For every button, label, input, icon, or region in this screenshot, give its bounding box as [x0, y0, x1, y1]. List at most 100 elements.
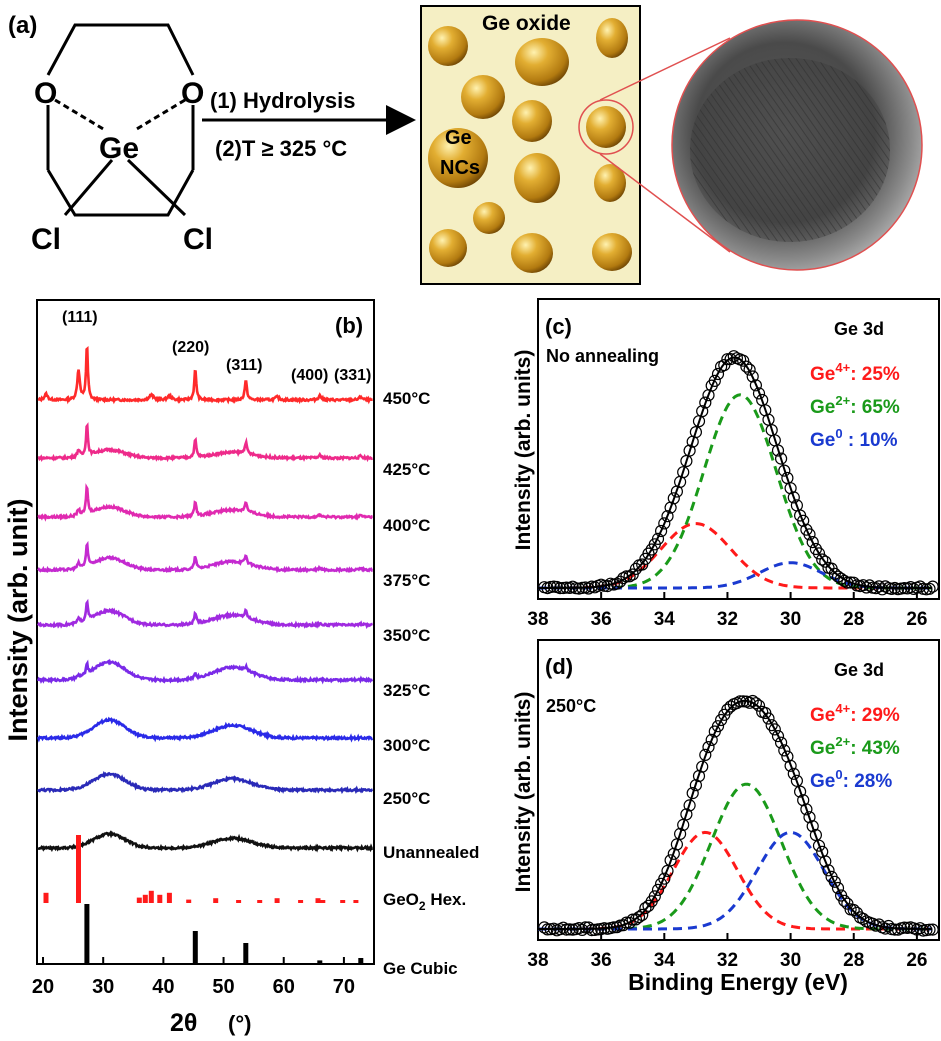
xps-data-point	[746, 694, 759, 708]
xrd-trace-line	[37, 830, 374, 853]
x-tick-label: 38	[527, 950, 548, 971]
xps-data-point	[658, 872, 671, 885]
xps-data-point	[923, 582, 936, 595]
panel-d-condition: 250°C	[546, 696, 596, 716]
nanocrystal-sphere	[592, 233, 632, 271]
xps-data-point	[800, 803, 813, 816]
panel-d-title: Ge 3d	[834, 660, 884, 680]
xps-data-point	[699, 748, 712, 762]
xps-data-point	[680, 808, 693, 821]
legend-ge2: Ge2+: 43%	[810, 734, 900, 759]
xps-data-point	[673, 827, 687, 841]
xps-data-point	[797, 514, 810, 527]
nanocrystal-sphere	[596, 18, 628, 58]
xps-data-point	[876, 583, 889, 596]
xps-data-point	[812, 839, 826, 852]
xps-data-point	[926, 580, 939, 593]
nanocrystal-sphere	[473, 202, 505, 234]
ge-ref-label: Ge Cubic	[383, 959, 458, 978]
xps-data-point	[831, 570, 845, 583]
reaction-step-1: (1) Hydrolysis	[210, 88, 356, 113]
geo2-reference-bar	[148, 890, 154, 903]
xps-data-point	[771, 729, 785, 743]
x-tick-label: 70	[333, 976, 355, 998]
legend-ge4: Ge4+: 25%	[810, 360, 900, 385]
panel-d-x-ticks: 38 36 34 32 30 28 26	[527, 933, 927, 971]
xps-data-point	[806, 820, 819, 833]
top-ring-bond	[46, 23, 195, 76]
geo2-reference-bar	[315, 898, 321, 903]
tem-image	[671, 19, 923, 271]
atom-o-left: O	[34, 77, 57, 110]
xps-data-point	[541, 923, 554, 936]
xps-data-point	[699, 396, 712, 409]
molecule-atoms: O O Ge Cl Cl	[31, 77, 213, 256]
xps-data-point	[639, 901, 652, 915]
ge-reference-bar	[358, 958, 364, 964]
geo2-reference-bar	[213, 898, 219, 903]
panel-d-xlabel: Binding Energy (eV)	[628, 969, 848, 995]
panel-d-legend: Ge4+: 29% Ge2+: 43% Ge0: 28%	[810, 701, 900, 792]
geo2-reference-bar	[236, 900, 242, 903]
geo2-reference-bar	[257, 900, 263, 903]
xps-data-point	[838, 894, 851, 907]
xrd-trace-line	[37, 540, 373, 574]
xrd-trace-line	[36, 658, 374, 685]
xps-data-point	[629, 562, 643, 576]
xps-data-point	[828, 875, 841, 888]
x-tick-label: 30	[780, 609, 801, 630]
xps-data-point	[749, 697, 763, 710]
component-fit-curve	[538, 393, 933, 590]
xps-data-point	[629, 913, 643, 926]
geo2-reference-bar	[43, 892, 49, 903]
component-fit-curve	[538, 522, 933, 590]
nanocrystal-sphere	[429, 229, 467, 267]
ge-reference-bar	[84, 904, 90, 964]
trace-label: Unannealed	[383, 843, 479, 862]
xps-data-point	[683, 799, 696, 812]
xps-data-point	[620, 570, 633, 583]
xps-data-point	[696, 760, 709, 773]
tem-border	[671, 19, 923, 271]
xps-data-point	[822, 864, 835, 877]
xps-data-point	[737, 354, 750, 367]
xps-data-point	[743, 696, 756, 709]
xrd-trace-line	[37, 598, 373, 630]
xps-data-point	[683, 444, 696, 457]
xps-data-point	[740, 360, 753, 373]
zoom-line-bottom	[599, 153, 731, 253]
x-tick-label: 26	[906, 609, 927, 630]
x-tick-label: 30	[780, 950, 801, 971]
geo2-reference-bar	[142, 894, 148, 903]
legend-ge4: Ge4+: 29%	[810, 701, 900, 726]
xps-data-point	[787, 491, 800, 504]
xps-data-point	[793, 785, 807, 798]
panel-c-x-ticks: 38 36 34 32 30 28 26	[527, 592, 927, 630]
xps-data-point	[797, 794, 810, 807]
x-tick-label: 20	[32, 976, 54, 998]
x-tick-label: 26	[906, 950, 927, 971]
xps-data-point	[553, 581, 567, 595]
nanocrystal-sphere	[594, 164, 626, 202]
component-fit-curve	[538, 830, 933, 931]
trace-label: 425°C	[383, 460, 430, 479]
xps-data-point	[686, 786, 699, 800]
nanocrystal-sphere	[428, 128, 488, 188]
panel-c-legend: Ge4+: 25% Ge2+: 65% Ge0 : 10%	[810, 360, 900, 451]
xps-data-point	[787, 767, 800, 780]
zoom-line-top	[599, 37, 731, 101]
component-fit-curve	[538, 830, 933, 931]
x-tick-label: 60	[273, 976, 295, 998]
xps-data-point	[812, 547, 826, 560]
geo2-ref-label: GeO2 Hex.	[383, 890, 466, 913]
xps-data-point	[860, 581, 873, 594]
xps-data-point	[869, 582, 883, 595]
panel-a-label: (a)	[8, 12, 37, 39]
xps-data-point	[752, 387, 766, 400]
xps-data-point	[774, 452, 788, 465]
geo2-reference-bar	[298, 900, 304, 903]
xps-data-point	[743, 363, 756, 376]
xps-data-point	[803, 811, 816, 824]
x-tick-label: 40	[152, 976, 174, 998]
